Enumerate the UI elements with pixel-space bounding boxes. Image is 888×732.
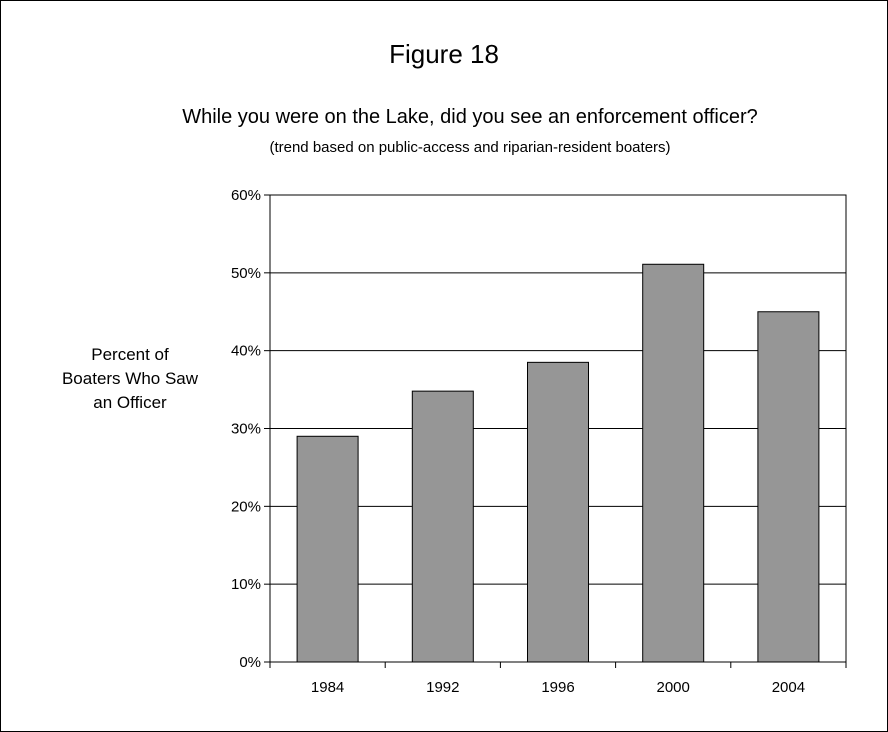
figure-label: Figure 18 [389, 39, 499, 69]
bar-1992 [411, 390, 474, 663]
x-tick-labels: 1984 1992 1996 2000 2004 [311, 679, 805, 696]
x-tick-label: 2004 [772, 679, 805, 696]
y-axis-label-line-1: Percent of [91, 345, 169, 364]
x-tick-label: 1992 [426, 679, 459, 696]
y-axis-label-line-2: Boaters Who Saw [61, 369, 199, 388]
y-tick-label: 60% [231, 187, 261, 204]
y-tick-label: 10% [231, 576, 261, 593]
y-tick-label: 50% [231, 265, 261, 282]
y-tick-label: 40% [231, 343, 261, 360]
x-tick-label: 1996 [541, 679, 574, 696]
bar-1984 [296, 435, 359, 663]
x-tick-label: 1984 [311, 679, 344, 696]
bar-1996 [527, 361, 589, 663]
chart-title: While you were on the Lake, did you see … [182, 106, 758, 128]
bar-2004 [757, 311, 820, 663]
y-tick-label: 0% [239, 654, 261, 671]
y-tick-labels: 0% 10% 20% 30% 40% 50% 60% [231, 187, 261, 671]
y-tick-label: 30% [231, 421, 261, 438]
y-axis-label: Percent of Boaters Who Saw an Officer [20, 343, 240, 415]
bar-2000 [642, 263, 705, 663]
chart-subtitle: (trend based on public-access and ripari… [269, 139, 671, 156]
y-axis-label-line-3: an Officer [93, 393, 167, 412]
y-tick-label: 20% [231, 498, 261, 515]
x-tick-label: 2000 [657, 679, 690, 696]
axes [264, 194, 847, 668]
bars [296, 263, 820, 663]
